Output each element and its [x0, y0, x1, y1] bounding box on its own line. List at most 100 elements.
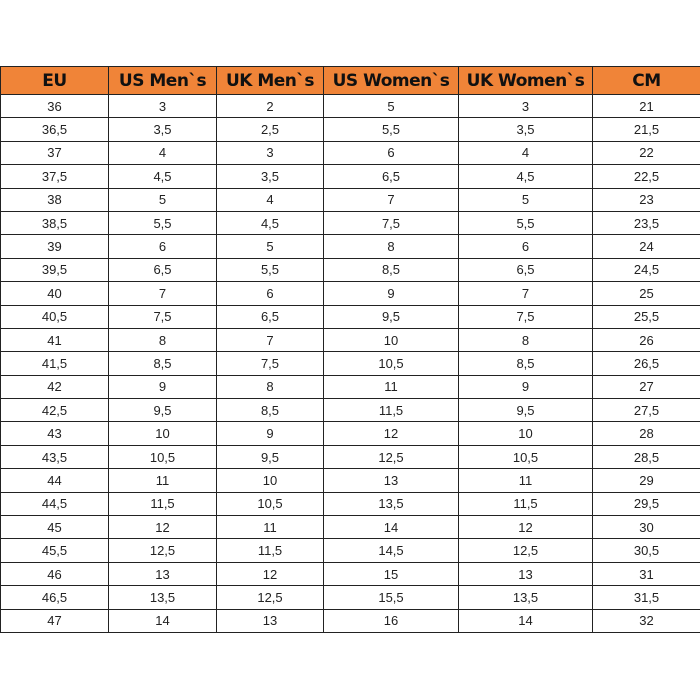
table-cell: 46	[0, 561, 109, 587]
table-row: 36,5 3,5 2,5 5,5 3,5 21,5	[0, 117, 700, 142]
table-cell: 10	[108, 421, 217, 446]
table-cell: 9,5	[458, 398, 593, 423]
table-row: 41 8 7 10 8 26	[0, 327, 700, 353]
table-cell: 15,5	[323, 585, 459, 610]
table-cell: 29,5	[592, 491, 700, 517]
table-cell: 6,5	[108, 257, 217, 283]
table-cell: 28	[592, 421, 700, 446]
column-header: US Men`s	[108, 66, 217, 95]
table-cell: 5	[108, 187, 217, 212]
table-cell: 8	[323, 234, 459, 259]
table-cell: 5	[458, 187, 593, 212]
size-chart-table: EU US Men`s UK Men`s US Women`s UK Women`s CM…	[0, 66, 700, 633]
table-row: 46 13 12 15 13 31	[0, 561, 700, 587]
table-cell: 4,5	[216, 210, 324, 236]
table-cell: 11	[108, 468, 217, 493]
table-cell: 16	[323, 608, 459, 633]
table-row: 42 9 8 11 9 27	[0, 374, 700, 400]
table-cell: 14	[458, 608, 593, 633]
table-cell: 37	[0, 140, 109, 166]
table-cell: 8,5	[458, 351, 593, 376]
table-cell: 12,5	[323, 444, 459, 470]
table-cell: 6,5	[216, 304, 324, 329]
table-cell: 10,5	[216, 491, 324, 517]
table-cell: 39,5	[0, 257, 109, 283]
table-cell: 6	[108, 234, 217, 259]
table-cell: 12	[323, 421, 459, 446]
table-row: 45,5 12,5 11,5 14,5 12,5 30,5	[0, 538, 700, 563]
column-header: UK Women`s	[458, 66, 593, 95]
column-header: US Women`s	[323, 66, 459, 95]
table-row: 43,5 10,5 9,5 12,5 10,5 28,5	[0, 444, 700, 470]
table-cell: 5,5	[458, 210, 593, 236]
table-row: 39,5 6,5 5,5 8,5 6,5 24,5	[0, 257, 700, 283]
table-cell: 39	[0, 234, 109, 259]
table-cell: 42,5	[0, 398, 109, 423]
table-cell: 7,5	[216, 351, 324, 376]
table-cell: 7	[108, 281, 217, 306]
table-cell: 8	[108, 327, 217, 353]
table-cell: 10,5	[108, 444, 217, 470]
table-cell: 12,5	[108, 538, 217, 563]
table-cell: 4,5	[108, 164, 217, 189]
table-cell: 36	[0, 93, 109, 119]
table-cell: 27,5	[592, 398, 700, 423]
table-cell: 13	[323, 468, 459, 493]
table-cell: 7	[458, 281, 593, 306]
table-cell: 11,5	[323, 398, 459, 423]
table-row: 40,5 7,5 6,5 9,5 7,5 25,5	[0, 304, 700, 329]
table-cell: 11	[216, 515, 324, 540]
table-cell: 9,5	[323, 304, 459, 329]
table-cell: 5,5	[323, 117, 459, 142]
table-cell: 26,5	[592, 351, 700, 376]
table-cell: 4	[216, 187, 324, 212]
table-cell: 5	[216, 234, 324, 259]
table-row: 36 3 2 5 3 21	[0, 93, 700, 119]
table-row: 43 10 9 12 10 28	[0, 421, 700, 446]
table-row: 37,5 4,5 3,5 6,5 4,5 22,5	[0, 164, 700, 189]
table-cell: 24,5	[592, 257, 700, 283]
table-row: 41,5 8,5 7,5 10,5 8,5 26,5	[0, 351, 700, 376]
table-cell: 41,5	[0, 351, 109, 376]
table-cell: 13,5	[108, 585, 217, 610]
table-cell: 10,5	[458, 444, 593, 470]
table-cell: 11,5	[216, 538, 324, 563]
table-cell: 13,5	[458, 585, 593, 610]
column-header: CM	[592, 66, 700, 95]
table-cell: 6	[216, 281, 324, 306]
table-cell: 28,5	[592, 444, 700, 470]
table-cell: 26	[592, 327, 700, 353]
table-row: 44 11 10 13 11 29	[0, 468, 700, 493]
table-cell: 9	[323, 281, 459, 306]
table-cell: 14	[108, 608, 217, 633]
table-row: 46,5 13,5 12,5 15,5 13,5 31,5	[0, 585, 700, 610]
table-row: 37 4 3 6 4 22	[0, 140, 700, 166]
table-cell: 27	[592, 374, 700, 400]
table-cell: 45	[0, 515, 109, 540]
table-row: 45 12 11 14 12 30	[0, 515, 700, 540]
table-cell: 23,5	[592, 210, 700, 236]
table-cell: 3,5	[108, 117, 217, 142]
table-cell: 41	[0, 327, 109, 353]
table-cell: 7	[216, 327, 324, 353]
table-row: 47 14 13 16 14 32	[0, 608, 700, 633]
table-cell: 30	[592, 515, 700, 540]
table-cell: 9	[458, 374, 593, 400]
column-header: UK Men`s	[216, 66, 324, 95]
table-cell: 23	[592, 187, 700, 212]
table-cell: 8	[216, 374, 324, 400]
table-cell: 45,5	[0, 538, 109, 563]
table-cell: 5,5	[216, 257, 324, 283]
table-cell: 5,5	[108, 210, 217, 236]
table-cell: 21,5	[592, 117, 700, 142]
table-cell: 47	[0, 608, 109, 633]
table-cell: 5	[323, 93, 459, 119]
table-cell: 21	[592, 93, 700, 119]
table-cell: 3,5	[216, 164, 324, 189]
table-cell: 9	[108, 374, 217, 400]
table-cell: 10	[458, 421, 593, 446]
table-cell: 42	[0, 374, 109, 400]
table-cell: 25,5	[592, 304, 700, 329]
header-row: EU US Men`s UK Men`s US Women`s UK Women`s CM	[0, 66, 700, 95]
table-cell: 4	[108, 140, 217, 166]
